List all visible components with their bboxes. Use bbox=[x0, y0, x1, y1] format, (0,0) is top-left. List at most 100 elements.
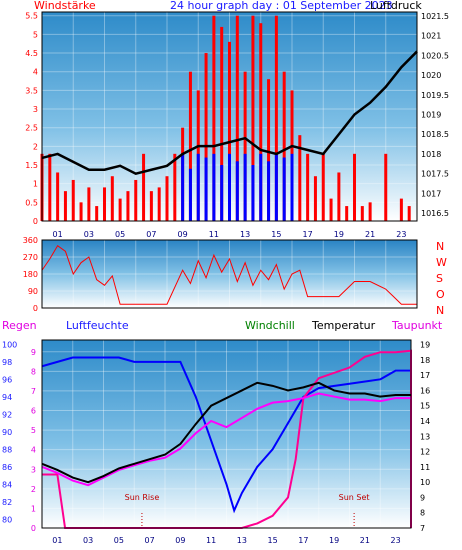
gust-series bbox=[181, 153, 294, 221]
humidity-tick-label: 92 bbox=[2, 410, 12, 419]
wind-bar bbox=[282, 71, 286, 221]
x-tick-label: 03 bbox=[83, 536, 93, 545]
wind-bar bbox=[56, 172, 60, 221]
humidity-tick-label: 86 bbox=[2, 463, 12, 472]
x-tick-label: 13 bbox=[237, 536, 247, 545]
wind-bar bbox=[259, 23, 263, 222]
wind-bar bbox=[48, 153, 52, 221]
temperature-axis-labels: 7 8 9 10 11 12 13 14 15 16 17 18 19 bbox=[420, 341, 430, 533]
pressure-tick-label: 1021.5 bbox=[421, 12, 449, 21]
pressure-tick-label: 1017 bbox=[421, 189, 441, 198]
wind-bar bbox=[188, 71, 192, 221]
direction-tick-label: 0 bbox=[33, 304, 38, 313]
x-tick-label: 09 bbox=[175, 536, 185, 545]
humidity-tick-label: 82 bbox=[2, 498, 12, 507]
wind-tick-label: 3.5 bbox=[25, 86, 38, 95]
pressure-tick-label: 1020 bbox=[421, 71, 441, 80]
gust-bar bbox=[204, 157, 208, 221]
wind-bar bbox=[79, 202, 83, 221]
wind-bar bbox=[298, 135, 302, 221]
x-tick-label: 01 bbox=[53, 230, 63, 239]
wind-bar bbox=[134, 179, 138, 221]
wind-bar bbox=[353, 153, 356, 221]
temp-x-axis-labels: 01 03 05 07 09 11 13 15 17 19 21 23 bbox=[52, 536, 400, 545]
wind-bar bbox=[329, 198, 333, 221]
wind-bar bbox=[235, 15, 239, 221]
gust-bar bbox=[212, 153, 216, 221]
rain-tick-label: 7 bbox=[31, 387, 36, 396]
x-tick-label: 13 bbox=[240, 230, 250, 239]
wind-tick-label: 5.5 bbox=[25, 12, 38, 21]
temperature-tick-label: 19 bbox=[420, 341, 430, 350]
label-taupunkt: Taupunkt bbox=[391, 319, 443, 332]
direction-panel-bg bbox=[42, 240, 417, 308]
temperature-tick-label: 17 bbox=[420, 371, 430, 380]
temp-panel-bg bbox=[42, 340, 411, 528]
direction-series bbox=[41, 244, 417, 305]
x-tick-label: 09 bbox=[178, 230, 188, 239]
rain-tick-label: 2 bbox=[31, 485, 36, 494]
direction-tick-label: 360 bbox=[23, 236, 38, 245]
header-title: 24 hour graph day : 01 September 2023 bbox=[170, 0, 393, 12]
temperature-line bbox=[41, 381, 411, 484]
x-tick-label: 21 bbox=[365, 230, 375, 239]
x-tick-label: 05 bbox=[115, 230, 125, 239]
temperature-tick-label: 10 bbox=[420, 478, 430, 487]
wind-panel-frame bbox=[41, 11, 418, 222]
pressure-tick-label: 1018 bbox=[421, 150, 441, 159]
rain-tick-label: 0 bbox=[31, 524, 36, 533]
wind-tick-label: 1.5 bbox=[25, 161, 38, 170]
gust-bar bbox=[243, 153, 247, 221]
header-windstaerke: Windstärke bbox=[34, 0, 96, 12]
humidity-tick-label: 96 bbox=[2, 375, 12, 384]
pressure-line bbox=[41, 50, 418, 176]
gust-bar bbox=[274, 153, 278, 221]
gust-bar bbox=[181, 153, 185, 221]
compass-label: O bbox=[436, 288, 445, 301]
wind-bar bbox=[126, 191, 130, 221]
x-tick-label: 15 bbox=[271, 230, 281, 239]
x-tick-label: 21 bbox=[360, 536, 370, 545]
x-tick-label: 15 bbox=[268, 536, 278, 545]
wind-bar bbox=[337, 172, 341, 221]
wind-bar bbox=[157, 187, 161, 221]
wind-bar bbox=[360, 206, 364, 221]
x-tick-label: 19 bbox=[329, 536, 339, 545]
gust-bar bbox=[259, 153, 263, 221]
direction-tick-label: 90 bbox=[28, 287, 38, 296]
humidity-axis-labels: 80 82 84 86 88 90 92 94 96 98 100 bbox=[2, 340, 17, 524]
compass-label: W bbox=[436, 256, 447, 269]
x-tick-label: 07 bbox=[146, 230, 156, 239]
temperature-tick-label: 18 bbox=[420, 356, 430, 365]
temperature-tick-label: 13 bbox=[420, 432, 430, 441]
humidity-tick-label: 80 bbox=[2, 515, 12, 524]
temperature-tick-label: 15 bbox=[420, 402, 430, 411]
gust-bar bbox=[267, 161, 271, 221]
x-tick-label: 03 bbox=[84, 230, 94, 239]
wind-tick-label: 5 bbox=[33, 30, 38, 39]
direction-tick-label: 270 bbox=[23, 253, 38, 262]
pressure-tick-label: 1020.5 bbox=[421, 51, 449, 60]
wind-bar bbox=[220, 26, 224, 221]
temperature-tick-label: 12 bbox=[420, 448, 430, 457]
temperature-tick-label: 14 bbox=[420, 417, 430, 426]
gust-bar bbox=[235, 161, 239, 221]
wind-bar bbox=[87, 187, 91, 221]
gust-bar bbox=[196, 153, 200, 221]
gust-bar bbox=[228, 153, 231, 221]
gust-bar bbox=[251, 165, 255, 221]
wind-tick-label: 1 bbox=[33, 180, 38, 189]
humidity-tick-label: 90 bbox=[2, 428, 12, 437]
wind-bar bbox=[313, 176, 317, 221]
label-regen: Regen bbox=[2, 319, 37, 332]
sun-rise-label: Sun Rise bbox=[125, 493, 160, 502]
wind-bar bbox=[63, 191, 67, 221]
temp-panel-frame bbox=[41, 339, 412, 529]
label-windchill: Windchill bbox=[245, 319, 295, 332]
pressure-tick-label: 1016.5 bbox=[421, 209, 449, 218]
temperature-tick-label: 11 bbox=[420, 463, 430, 472]
compass-label: S bbox=[436, 272, 443, 285]
label-luftfeuchte: Luftfeuchte bbox=[66, 319, 129, 332]
pressure-axis-labels: 1016.5 1017 1017.5 1018 1018.5 1019 1019.5 1020… bbox=[421, 12, 449, 218]
